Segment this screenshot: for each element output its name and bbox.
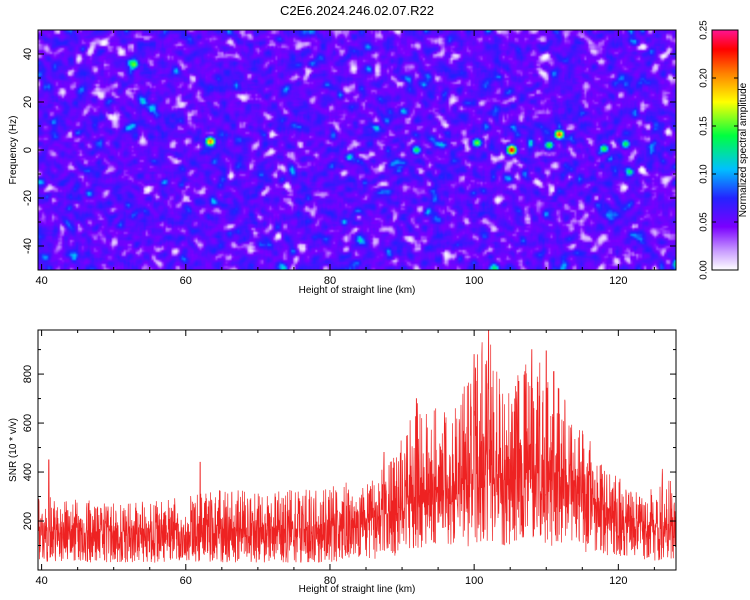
- colorbar-tick-label-0.15: 0.15: [699, 116, 710, 136]
- snr-x-axis: 40 60 80 100 120: [35, 330, 655, 587]
- colorbar-tick-label-0.10: 0.10: [699, 164, 710, 184]
- spectrogram-y-tick-label-20: 20: [22, 96, 34, 108]
- spectrogram-y-tick-label-0: 0: [22, 147, 34, 153]
- spectrogram-y-axis: -40 -20 0 20 40: [22, 29, 676, 271]
- snr-frame: [37, 329, 677, 571]
- spectrogram-x-tick-label-120: 120: [609, 275, 627, 287]
- colorbar-tick-label-0.05: 0.05: [699, 212, 710, 232]
- snr-x-axis-label: Height of straight line (km): [299, 584, 416, 595]
- colorbar-tick-label-0.25: 0.25: [699, 20, 710, 40]
- spectrogram-x-tick-label-40: 40: [35, 275, 47, 287]
- snr-x-tick-label-80: 80: [324, 575, 336, 587]
- spectrogram-x-tick-label-60: 60: [180, 275, 192, 287]
- colorbar: 0.00 0.05 0.10 0.15 0.20 0.25 Normalized spec…: [699, 20, 749, 280]
- snr-series: [37, 329, 677, 563]
- spectrogram-x-tick-label-80: 80: [324, 275, 336, 287]
- colorbar-tick-label-0.20: 0.20: [699, 68, 710, 88]
- snr-x-tick-label-60: 60: [180, 575, 192, 587]
- snr-x-tick-label-120: 120: [609, 575, 627, 587]
- snr-panel: 40 60 80 100 120 200 400 600 800 Height of stra…: [8, 329, 677, 595]
- snr-y-tick-label-200: 200: [22, 512, 34, 530]
- spectrogram-y-tick-label--40: -40: [22, 238, 34, 254]
- snr-line: [37, 329, 677, 563]
- snr-y-tick-label-400: 400: [22, 463, 34, 481]
- snr-y-axis-label: SNR (10 * v/v): [8, 418, 19, 482]
- spectrogram-x-tick-label-100: 100: [465, 275, 483, 287]
- spectrogram-image: [38, 30, 676, 270]
- snr-y-axis: 200 400 600 800: [22, 349, 676, 571]
- colorbar-ticks: 0.00 0.05 0.10 0.15 0.20 0.25: [699, 20, 738, 280]
- spectrogram-heatmap: [38, 30, 676, 270]
- colorbar-gradient: [711, 29, 739, 271]
- snr-y-tick-label-600: 600: [22, 414, 34, 432]
- colorbar-tick-label-0.00: 0.00: [699, 260, 710, 280]
- spectrogram-y-tick-label--20: -20: [22, 190, 34, 206]
- colorbar-label: Normalized spectral amplitude: [738, 82, 749, 217]
- spectrogram-x-axis: 40 60 80 100 120: [35, 30, 655, 287]
- figure-title: C2E6.2024.246.02.07.R22: [280, 3, 434, 18]
- snr-x-tick-label-100: 100: [465, 575, 483, 587]
- snr-x-tick-label-40: 40: [35, 575, 47, 587]
- spectrogram-y-axis-label: Frequency (Hz): [8, 116, 19, 185]
- spectrogram-x-axis-label: Height of straight line (km): [299, 285, 416, 296]
- spectrogram-y-tick-label-40: 40: [22, 48, 34, 60]
- spectrogram-panel: 40 60 80 100 120 -40 -20 0 20 40 Height of strai…: [8, 29, 677, 296]
- snr-y-tick-label-800: 800: [22, 365, 34, 383]
